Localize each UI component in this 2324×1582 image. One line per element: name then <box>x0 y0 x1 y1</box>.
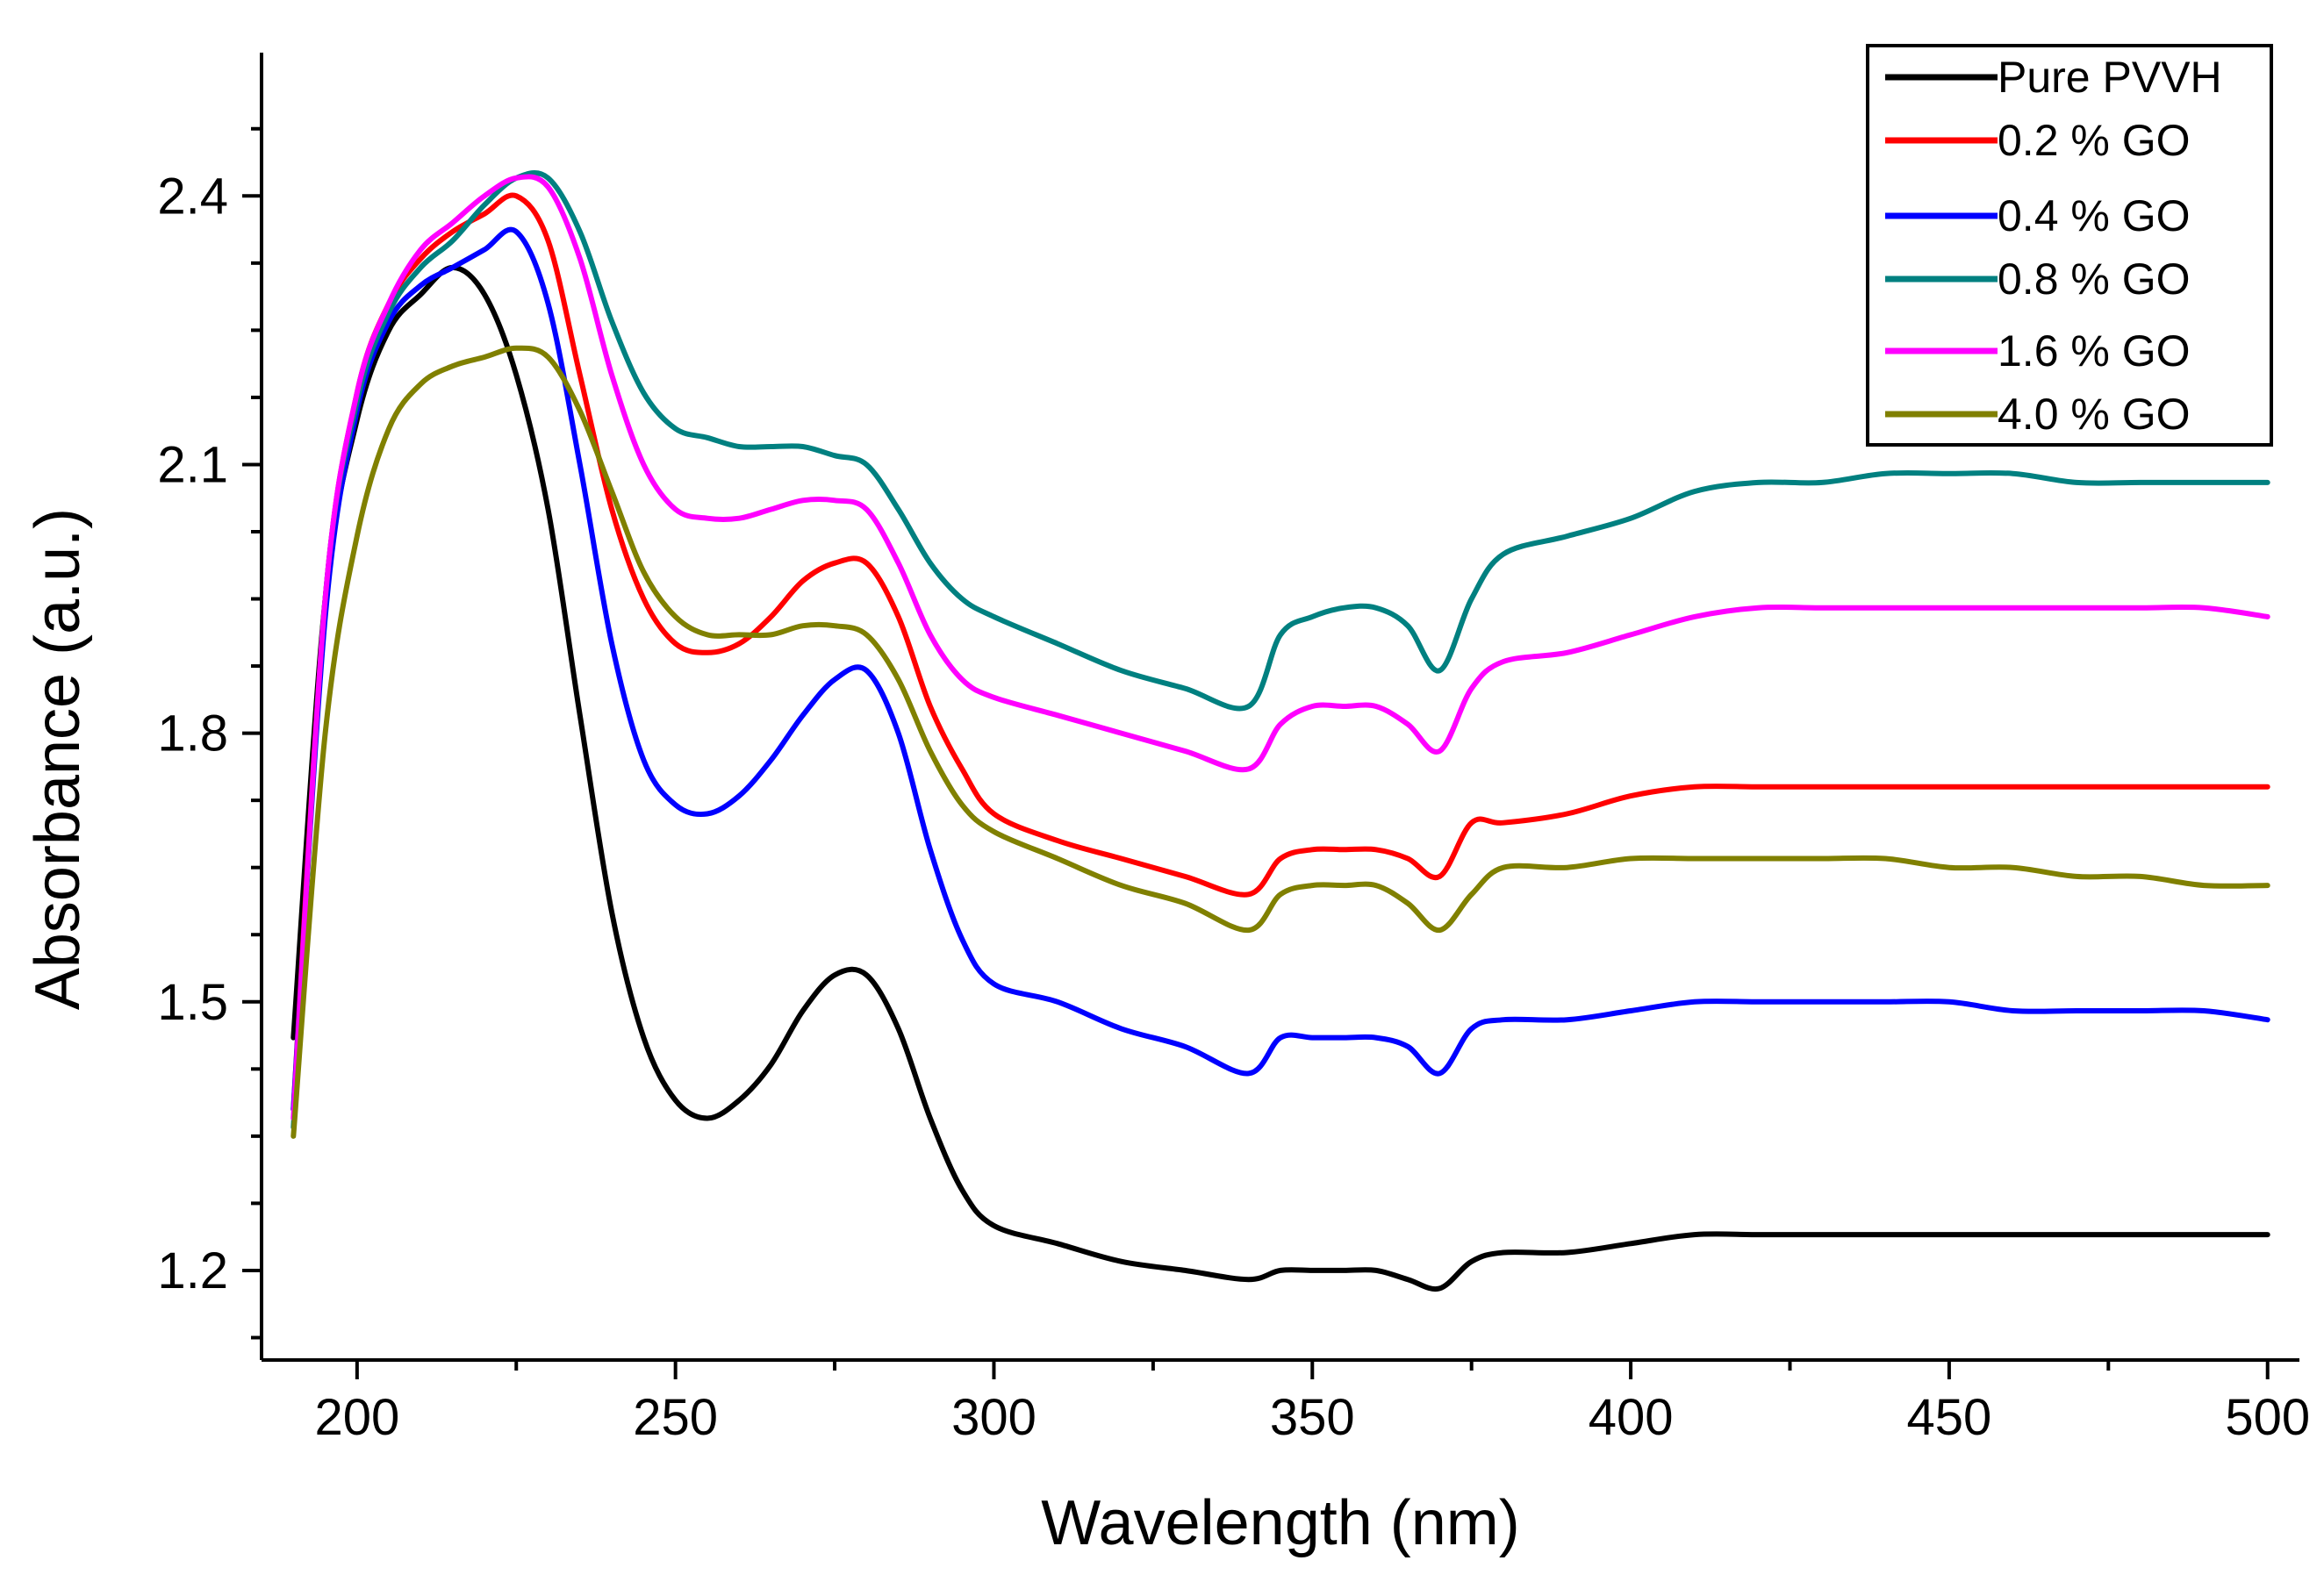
legend: Pure PVVH 0.2 % GO 0.4 % GO 0.8 % GO 1.6 % G… <box>1866 44 2273 447</box>
legend-label-0-2-go: 0.2 % GO <box>1998 116 2191 165</box>
axes: 200 250 300 350 400 450 500 1.2 1.5 1.8 2.1 2.4 Wave… <box>23 53 2310 1558</box>
x-tick-label: 350 <box>1270 1389 1355 1446</box>
series-line-4-0-go <box>290 345 2270 1139</box>
legend-box <box>1866 44 2273 447</box>
series-lines <box>290 170 2270 1292</box>
x-axis-title: Wavelength (nm) <box>1041 1488 1520 1558</box>
y-tick-label: 1.8 <box>157 705 228 762</box>
x-tick-label: 400 <box>1589 1389 1674 1446</box>
y-axis-title: Absorbance (a.u.) <box>23 508 93 1010</box>
x-tick-label: 300 <box>951 1389 1036 1446</box>
legend-label-1-6-go: 1.6 % GO <box>1998 326 2191 376</box>
legend-label-4-0-go: 4.0 % GO <box>1998 390 2191 439</box>
legend-label-pure-pvvh: Pure PVVH <box>1998 53 2222 102</box>
series-line-0-2-go <box>290 192 2270 1113</box>
series-line-1-6-go <box>290 174 2270 1121</box>
y-tick-label: 2.4 <box>157 168 228 225</box>
series-line-pure-pvvh <box>290 264 2270 1292</box>
legend-label-0-8-go: 0.8 % GO <box>1998 254 2191 304</box>
legend-label-0-4-go: 0.4 % GO <box>1998 191 2191 240</box>
x-tick-label: 450 <box>1907 1389 1992 1446</box>
x-tick-label: 200 <box>314 1389 399 1446</box>
y-tick-label: 1.2 <box>157 1242 228 1299</box>
x-tick-label: 500 <box>2225 1389 2310 1446</box>
y-tick-label: 1.5 <box>157 974 228 1031</box>
series-line-0-8-go <box>290 170 2270 1130</box>
series-line-0-4-go <box>290 226 2270 1113</box>
x-tick-label: 250 <box>633 1389 718 1446</box>
y-tick-label: 2.1 <box>157 436 228 493</box>
